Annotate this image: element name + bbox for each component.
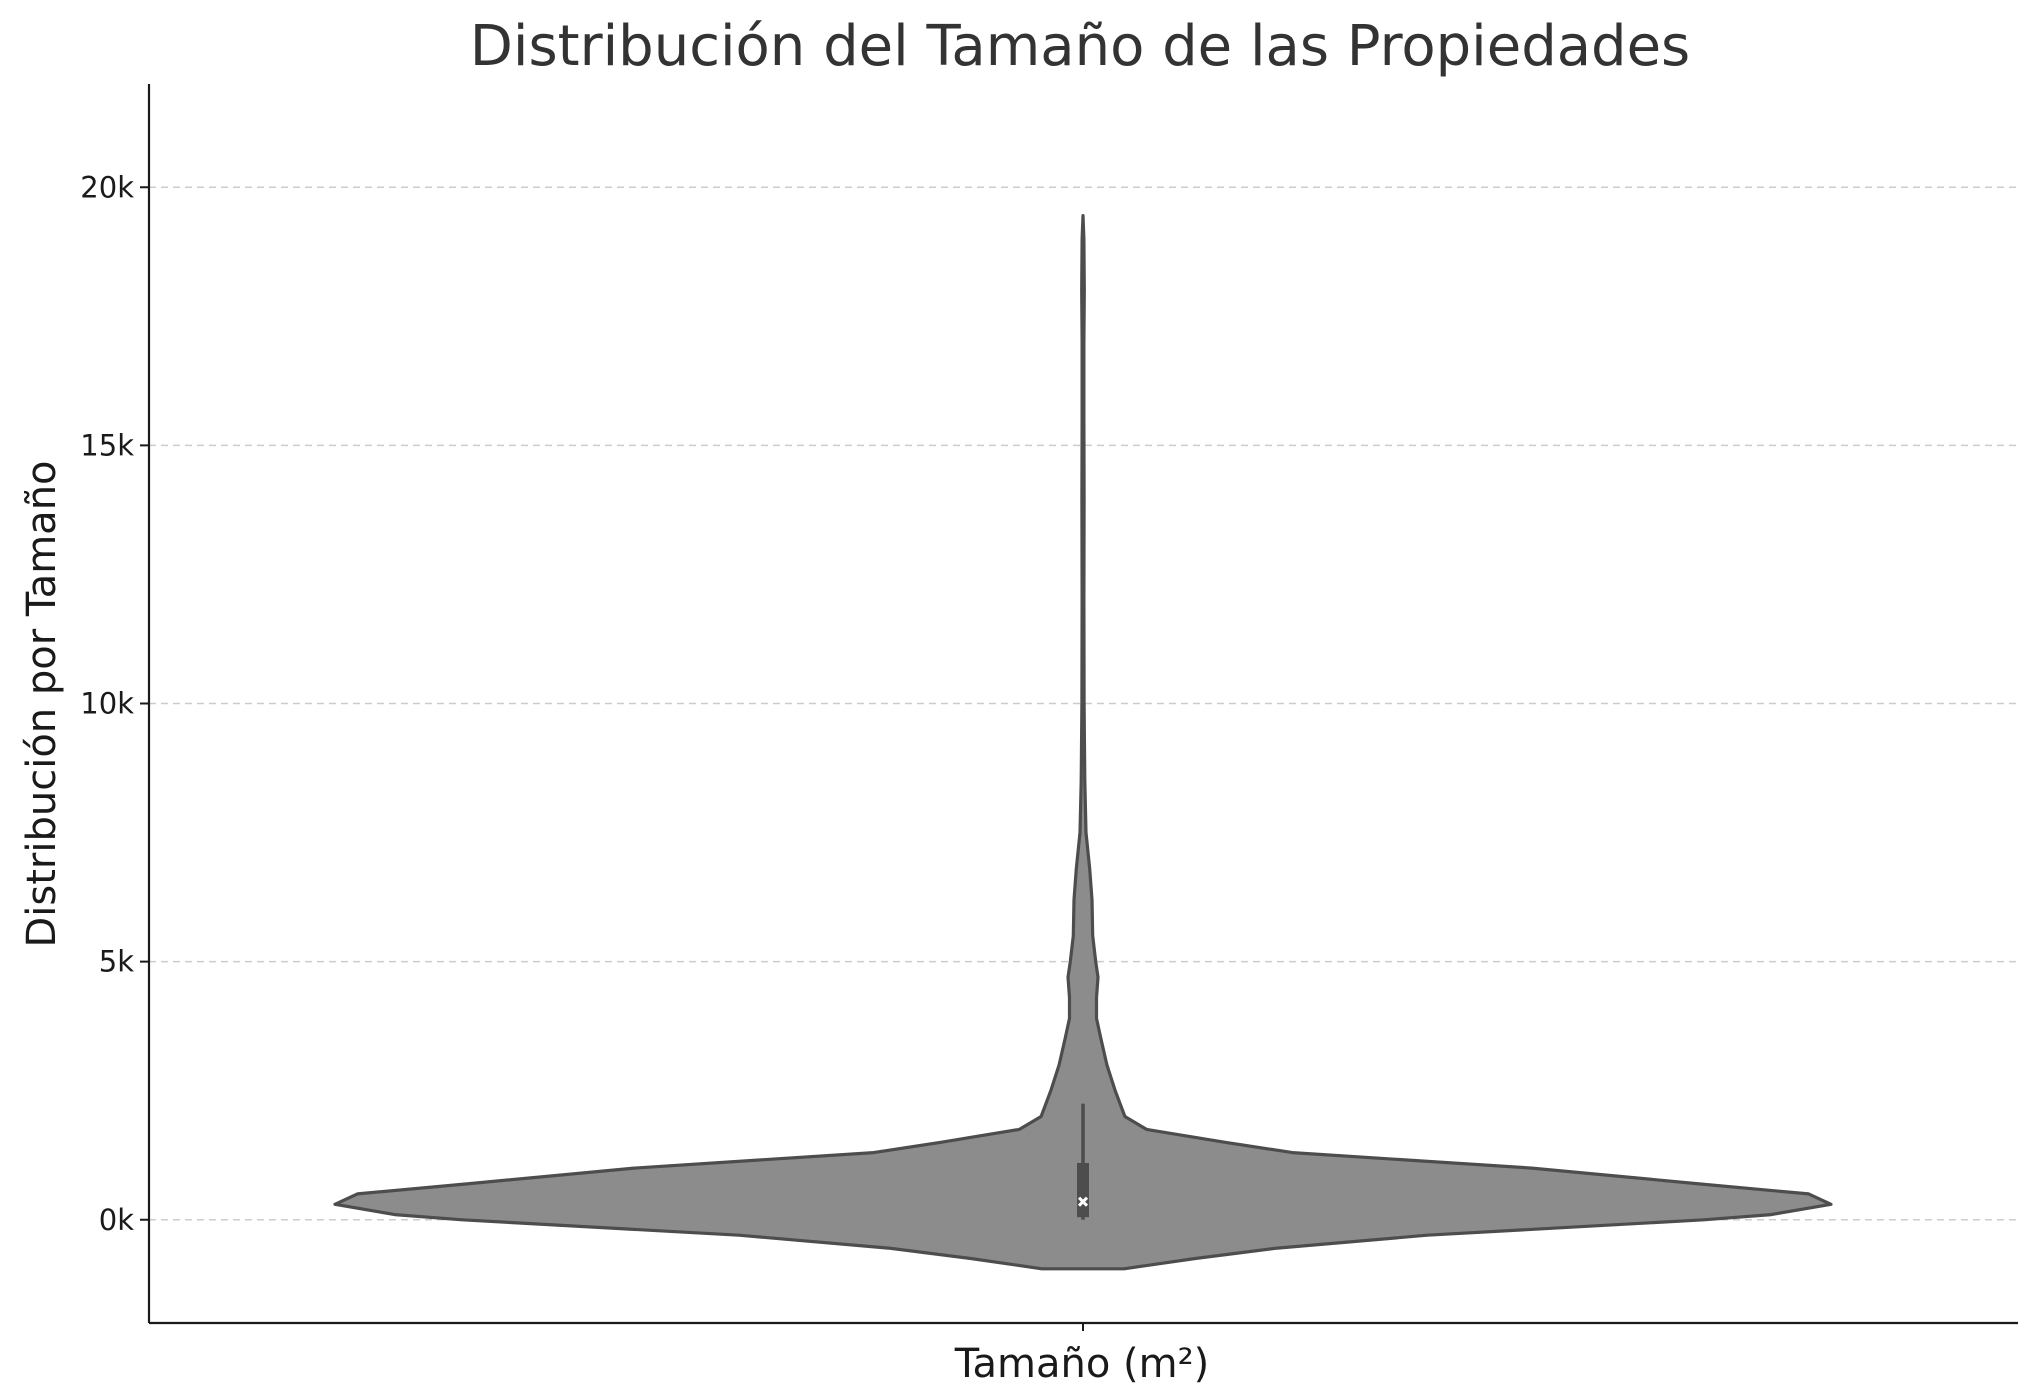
y-axis-label: Distribución por Tamaño xyxy=(19,460,65,947)
median-marker xyxy=(1077,1196,1089,1207)
y-tick-label: 0k xyxy=(99,1203,134,1237)
y-tick-label: 10k xyxy=(80,687,134,721)
iqr-box xyxy=(1077,1162,1089,1218)
x-axis-label: Tamaño (m²) xyxy=(954,1341,1210,1387)
violin-layer xyxy=(333,214,1833,1271)
y-tick-label: 15k xyxy=(80,428,134,462)
chart-title: Distribución del Tamaño de las Propiedad… xyxy=(470,14,1690,79)
y-tick-label: 5k xyxy=(99,945,134,979)
y-ticks: 0k 5k 10k 15k 20k xyxy=(80,170,149,1237)
violin-body xyxy=(333,214,1833,1271)
y-tick-label: 20k xyxy=(80,170,134,204)
